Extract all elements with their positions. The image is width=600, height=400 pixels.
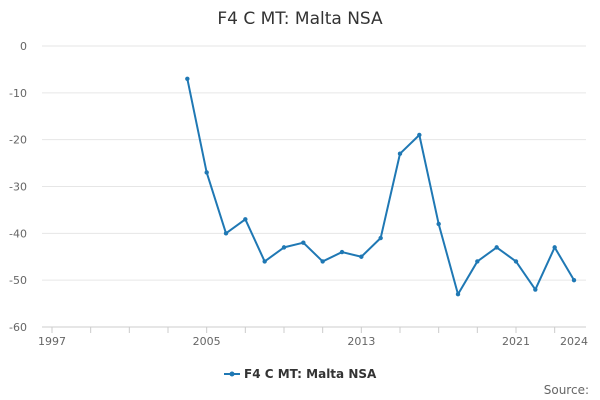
data-point — [513, 259, 519, 264]
legend-marker — [229, 371, 235, 377]
legend: F4 C MT: Malta NSA — [224, 367, 377, 381]
y-axis: 0 -10 -20 -30 -40 -50 -60 — [9, 40, 27, 334]
x-tick-label: 2021 — [502, 335, 530, 348]
data-point — [301, 240, 306, 245]
data-point — [552, 245, 557, 250]
x-tick-label: 2024 — [560, 335, 588, 348]
data-point — [417, 132, 422, 138]
x-tick-label: 1997 — [38, 335, 66, 348]
y-tick-label: -60 — [9, 321, 27, 334]
data-point — [262, 259, 267, 264]
data-point — [223, 231, 229, 236]
x-tick-label: 2013 — [347, 335, 375, 348]
y-tick-label: -40 — [9, 227, 27, 240]
data-point — [397, 151, 403, 156]
data-point — [455, 292, 461, 297]
data-point — [475, 259, 480, 264]
x-axis: 1997 2005 2013 2021 2024 — [38, 327, 588, 348]
data-point — [185, 76, 190, 81]
source-label: Source: — [544, 383, 589, 397]
data-point — [494, 245, 499, 250]
data-point — [359, 254, 364, 259]
data-point — [436, 221, 441, 227]
data-point — [204, 170, 209, 175]
chart-title: F4 C MT: Malta NSA — [217, 9, 383, 29]
series-group — [185, 76, 577, 297]
y-tick-label: -10 — [9, 87, 27, 100]
data-point — [533, 287, 538, 292]
y-tick-label: -50 — [9, 274, 27, 287]
y-tick-label: 0 — [20, 40, 27, 53]
data-point — [378, 235, 383, 241]
legend-label: F4 C MT: Malta NSA — [244, 367, 377, 381]
data-point — [339, 249, 345, 255]
data-point — [243, 217, 248, 222]
data-point — [571, 277, 577, 283]
grid-lines — [42, 45, 586, 328]
data-point — [320, 259, 325, 264]
y-tick-label: -20 — [9, 134, 27, 147]
y-tick-label: -30 — [9, 181, 27, 194]
data-point — [281, 245, 287, 250]
x-tick-label: 2005 — [193, 335, 221, 348]
